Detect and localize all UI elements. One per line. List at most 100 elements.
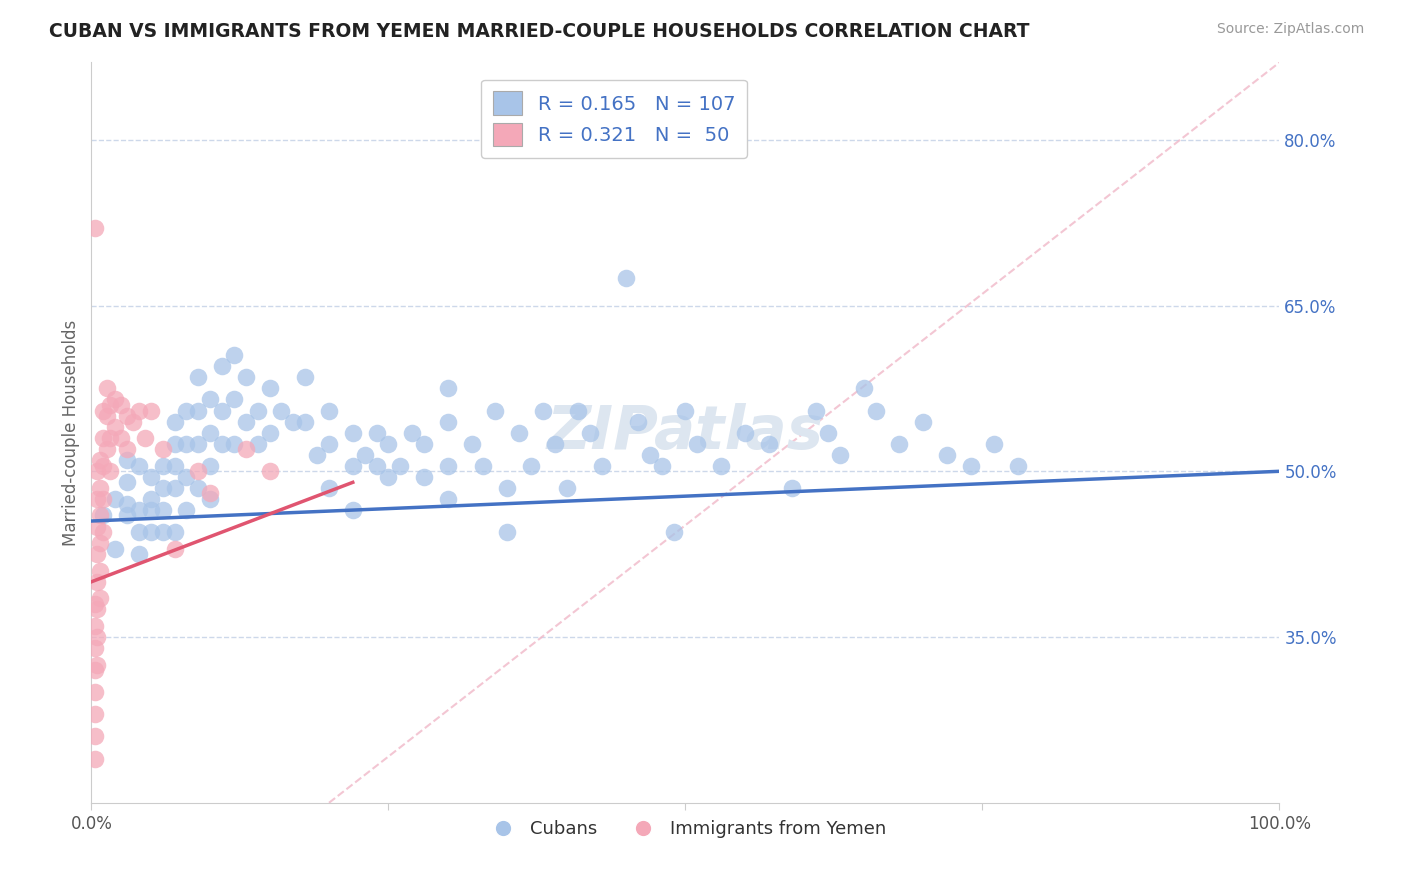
Point [152, 481, 174, 495]
Point [128, 503, 150, 517]
Point [91, 458, 114, 473]
Point [86, 547, 108, 561]
Point [782, 481, 804, 495]
Point [100, 464, 122, 478]
Point [889, 436, 911, 450]
Point [96, 409, 118, 423]
Point [104, 392, 127, 407]
Point [235, 442, 257, 457]
Point [91, 508, 114, 523]
Point [86, 574, 108, 589]
Point [91, 403, 114, 417]
Point [508, 425, 530, 440]
Point [567, 403, 589, 417]
Point [211, 403, 233, 417]
Point [139, 403, 162, 417]
Point [91, 431, 114, 445]
Point [128, 524, 150, 539]
Point [176, 436, 198, 450]
Legend: Cubans, Immigrants from Yemen: Cubans, Immigrants from Yemen [478, 814, 893, 846]
Point [318, 403, 340, 417]
Point [579, 425, 602, 440]
Point [817, 425, 839, 440]
Point [187, 481, 209, 495]
Point [235, 370, 257, 384]
Point [865, 403, 887, 417]
Point [436, 381, 458, 395]
Point [89, 536, 111, 550]
Point [84, 663, 107, 677]
Point [86, 630, 108, 644]
Point [673, 403, 696, 417]
Point [686, 436, 709, 450]
Point [128, 547, 150, 561]
Point [651, 458, 673, 473]
Point [139, 524, 162, 539]
Point [983, 436, 1005, 450]
Text: Source: ZipAtlas.com: Source: ZipAtlas.com [1216, 22, 1364, 37]
Point [413, 436, 436, 450]
Point [520, 458, 543, 473]
Point [377, 436, 399, 450]
Point [472, 458, 495, 473]
Point [100, 398, 122, 412]
Point [187, 436, 209, 450]
Point [294, 415, 316, 429]
Point [828, 448, 851, 462]
Point [86, 602, 108, 616]
Point [163, 458, 186, 473]
Point [460, 436, 482, 450]
Point [115, 453, 138, 467]
Point [211, 436, 233, 450]
Point [84, 685, 107, 699]
Point [222, 392, 245, 407]
Point [163, 436, 186, 450]
Point [283, 415, 305, 429]
Point [115, 409, 138, 423]
Point [96, 381, 118, 395]
Point [86, 464, 108, 478]
Point [122, 415, 145, 429]
Point [389, 458, 412, 473]
Text: ZIPatlas: ZIPatlas [547, 403, 824, 462]
Point [200, 486, 222, 500]
Point [163, 524, 186, 539]
Point [84, 619, 107, 633]
Point [84, 730, 107, 744]
Point [710, 458, 733, 473]
Point [200, 425, 222, 440]
Point [89, 508, 111, 523]
Point [187, 403, 209, 417]
Point [89, 591, 111, 606]
Point [911, 415, 934, 429]
Point [84, 707, 107, 722]
Point [187, 370, 209, 384]
Y-axis label: Married-couple Households: Married-couple Households [62, 319, 80, 546]
Point [86, 519, 108, 533]
Point [413, 470, 436, 484]
Point [163, 415, 186, 429]
Point [366, 458, 388, 473]
Point [139, 503, 162, 517]
Point [176, 503, 198, 517]
Point [259, 425, 281, 440]
Point [104, 491, 127, 506]
Point [187, 464, 209, 478]
Point [496, 524, 519, 539]
Point [1007, 458, 1029, 473]
Point [139, 491, 162, 506]
Point [259, 464, 281, 478]
Point [115, 498, 138, 512]
Point [200, 392, 222, 407]
Point [436, 491, 458, 506]
Point [100, 431, 122, 445]
Point [318, 481, 340, 495]
Point [555, 481, 578, 495]
Point [84, 597, 107, 611]
Point [89, 564, 111, 578]
Point [318, 436, 340, 450]
Point [152, 524, 174, 539]
Point [110, 398, 132, 412]
Point [307, 448, 329, 462]
Point [935, 448, 957, 462]
